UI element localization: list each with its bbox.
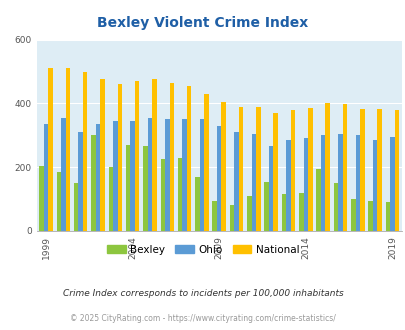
Bar [234,132,238,231]
Bar [389,137,394,231]
Bar [324,103,329,231]
Bar [61,118,66,231]
Bar [100,80,104,231]
Bar [372,140,376,231]
Bar [108,167,113,231]
Bar [359,109,364,231]
Bar [221,102,226,231]
Bar [376,109,381,231]
Bar [315,169,320,231]
Bar [56,172,61,231]
Bar [204,94,208,231]
Bar [394,111,398,231]
Bar [290,111,294,231]
Bar [134,81,139,231]
Bar [83,72,87,231]
Bar [264,182,268,231]
Bar [182,119,186,231]
Bar [66,68,70,231]
Bar [286,140,290,231]
Bar [367,201,372,231]
Bar [44,124,48,231]
Bar [355,135,359,231]
Bar [212,201,216,231]
Bar [147,118,152,231]
Bar [247,196,251,231]
Bar [160,159,164,231]
Bar [130,121,134,231]
Bar [298,193,303,231]
Bar [303,139,307,231]
Bar [307,108,312,231]
Bar [126,145,130,231]
Bar [113,121,117,231]
Text: Crime Index corresponds to incidents per 100,000 inhabitants: Crime Index corresponds to incidents per… [62,289,343,298]
Bar [39,166,44,231]
Bar [186,86,191,231]
Bar [229,206,234,231]
Bar [385,202,389,231]
Bar [251,134,256,231]
Bar [337,134,342,231]
Bar [195,177,199,231]
Bar [320,135,324,231]
Bar [177,158,182,231]
Bar [152,80,156,231]
Text: Bexley Violent Crime Index: Bexley Violent Crime Index [97,16,308,30]
Bar [342,104,346,231]
Bar [143,147,147,231]
Bar [117,84,122,231]
Bar [91,135,96,231]
Bar [48,68,53,231]
Bar [256,107,260,231]
Bar [164,119,169,231]
Bar [268,147,273,231]
Bar [333,183,337,231]
Bar [281,194,286,231]
Bar [216,126,221,231]
Bar [350,199,355,231]
Bar [96,124,100,231]
Text: © 2025 CityRating.com - https://www.cityrating.com/crime-statistics/: © 2025 CityRating.com - https://www.city… [70,314,335,323]
Bar [74,183,78,231]
Legend: Bexley, Ohio, National: Bexley, Ohio, National [102,241,303,259]
Bar [78,132,83,231]
Bar [199,119,204,231]
Bar [273,113,277,231]
Bar [169,82,174,231]
Bar [238,107,243,231]
